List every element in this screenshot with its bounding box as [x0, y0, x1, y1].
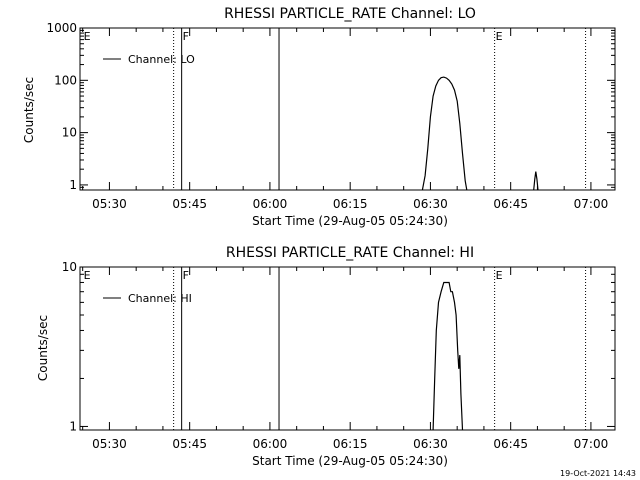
x-tick-label: 06:00 [253, 437, 288, 451]
x-axis-label: Start Time (29-Aug-05 05:24:30) [252, 214, 448, 228]
legend: Channel: HI [103, 292, 192, 305]
y-axis-label: Counts/sec [22, 77, 36, 143]
x-axis-label: Start Time (29-Aug-05 05:24:30) [252, 454, 448, 468]
y-tick-label: 10 [62, 126, 77, 140]
x-tick-label: 05:30 [92, 437, 127, 451]
x-tick-label: 05:45 [172, 197, 207, 211]
generated-marks: 05:30 05:45 06:00 06:15 06:30 06:45 07:00 1 10 E F… [62, 260, 615, 451]
event-marker-label: E [496, 30, 503, 43]
chart-title: RHESSI PARTICLE_RATE Channel: LO [224, 6, 476, 22]
legend: Channel: LO [103, 53, 195, 66]
x-tick-label: 05:30 [92, 197, 127, 211]
footer-timestamp: 19-Oct-2021 14:43 [560, 469, 636, 478]
chart-title: RHESSI PARTICLE_RATE Channel: HI [226, 245, 474, 261]
x-tick-label: 06:15 [333, 437, 368, 451]
event-marker-label: E [84, 30, 91, 43]
event-marker-label: F [183, 269, 189, 282]
y-tick-label: 1 [69, 178, 77, 192]
y-tick-label: 10 [62, 260, 77, 274]
series-line [533, 171, 539, 191]
y-tick-label: 1000 [46, 21, 77, 35]
y-tick-label: 100 [54, 73, 77, 87]
y-axis-label: Counts/sec [36, 315, 50, 381]
x-tick-label: 06:15 [333, 197, 368, 211]
event-marker-label: F [183, 30, 189, 43]
plot-frame [79, 266, 616, 431]
event-marker-label: E [496, 269, 503, 282]
x-tick-label: 06:30 [413, 197, 448, 211]
chart-panel-hi: RHESSI PARTICLE_RATE Channel: HI Counts/… [36, 245, 616, 468]
event-marker-label: E [84, 269, 91, 282]
x-tick-label: 06:45 [493, 197, 528, 211]
x-tick-label: 07:00 [574, 437, 609, 451]
series-line [432, 281, 464, 431]
chart-panel-lo: RHESSI PARTICLE_RATE Channel: LO Counts/… [22, 6, 616, 228]
x-tick-label: 05:45 [172, 437, 207, 451]
x-tick-label: 06:45 [493, 437, 528, 451]
x-tick-label: 07:00 [574, 197, 609, 211]
x-tick-label: 06:00 [253, 197, 288, 211]
series-line [421, 76, 468, 191]
legend-label: Channel: HI [128, 292, 192, 305]
y-tick-label: 1 [69, 419, 77, 433]
x-tick-label: 06:30 [413, 437, 448, 451]
plot-frame [79, 27, 616, 191]
legend-label: Channel: LO [128, 53, 195, 66]
generated-marks: 05:30 05:45 06:00 06:15 06:30 06:45 07:00 1 10 10… [46, 21, 615, 211]
